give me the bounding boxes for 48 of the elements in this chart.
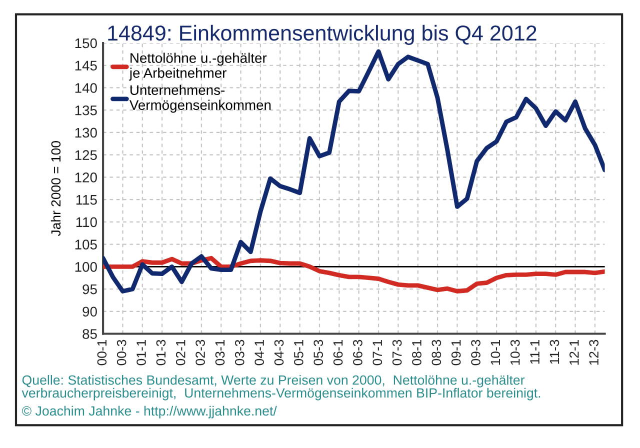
x-tick-label: 12-1 — [569, 340, 579, 365]
y-tick-label: 125 — [75, 150, 97, 160]
x-tick-label: 12-3 — [589, 340, 599, 365]
legend-label: Unternehmens- Vermögenseinkommen — [129, 84, 271, 113]
x-tick-label: 08-1 — [412, 340, 422, 366]
y-tick-label: 110 — [76, 217, 97, 228]
x-tick-label: 03-1 — [215, 340, 225, 366]
chart-title: 14849: Einkommensentwicklung bis Q4 2012 — [108, 24, 536, 45]
y-tick-label: 85 — [82, 329, 97, 339]
x-tick-label: 04-3 — [274, 340, 284, 366]
x-tick-label: 06-1 — [333, 340, 343, 366]
x-tick-label: 08-3 — [432, 340, 442, 366]
x-tick-label: 09-3 — [471, 340, 480, 366]
y-tick-label: 120 — [75, 172, 97, 182]
x-tick-label: 01-3 — [156, 340, 166, 366]
x-tick-label: 03-3 — [234, 340, 244, 366]
x-tick-label: 10-3 — [510, 340, 520, 365]
x-tick-label: 09-1 — [451, 340, 461, 366]
y-tick-label: 140 — [75, 83, 97, 93]
x-tick-label: 00-1 — [97, 340, 107, 366]
y-tick-label: 145 — [75, 60, 97, 71]
y-tick-label: 95 — [82, 284, 97, 294]
y-tick-label: 130 — [75, 128, 97, 138]
y-tick-label: 135 — [75, 105, 97, 116]
y-tick-label: 150 — [75, 38, 97, 48]
text: © Joachim Jahnke - http://www.jjahnke.net/ — [22, 406, 277, 418]
line-series — [103, 256, 605, 294]
y-tick-label: 115 — [76, 195, 97, 205]
x-tick-label: 04-1 — [254, 340, 264, 366]
x-tick-label: 07-3 — [392, 340, 402, 366]
x-tick-label: 05-3 — [314, 340, 324, 366]
line-series — [103, 49, 605, 294]
x-tick-label: 11-3 — [550, 340, 560, 364]
source-note: Quelle: Statistisches Bundesamt, Werte zu Preisen von 2000, Nettolöhne u.-gehälter verbraucherpreisbereinigt, Unternehmens-Vermögenseinkommen BIP-Inflator bereinigt. — [22, 374, 540, 400]
y-tick-label: 90 — [82, 306, 97, 317]
x-tick-label: 10-1 — [490, 340, 500, 365]
x-tick-label: 11-1 — [530, 340, 540, 364]
x-tick-label: 02-1 — [176, 340, 186, 366]
x-tick-label: 07-1 — [372, 340, 382, 366]
x-tick-label: 00-3 — [116, 340, 126, 366]
x-tick-label: 02-3 — [196, 340, 205, 366]
x-tick-label: 01-1 — [136, 340, 146, 366]
y-tick-label: 100 — [75, 262, 97, 272]
x-tick-label: 06-3 — [353, 340, 362, 366]
y-axis-title: Jahr 2000 = 100 — [50, 141, 61, 236]
y-tick-label: 105 — [75, 240, 97, 250]
legend-label: Nettolöhne u.-gehälter je Arbeitnehmer — [129, 52, 267, 81]
x-tick-label: 05-1 — [294, 340, 304, 366]
